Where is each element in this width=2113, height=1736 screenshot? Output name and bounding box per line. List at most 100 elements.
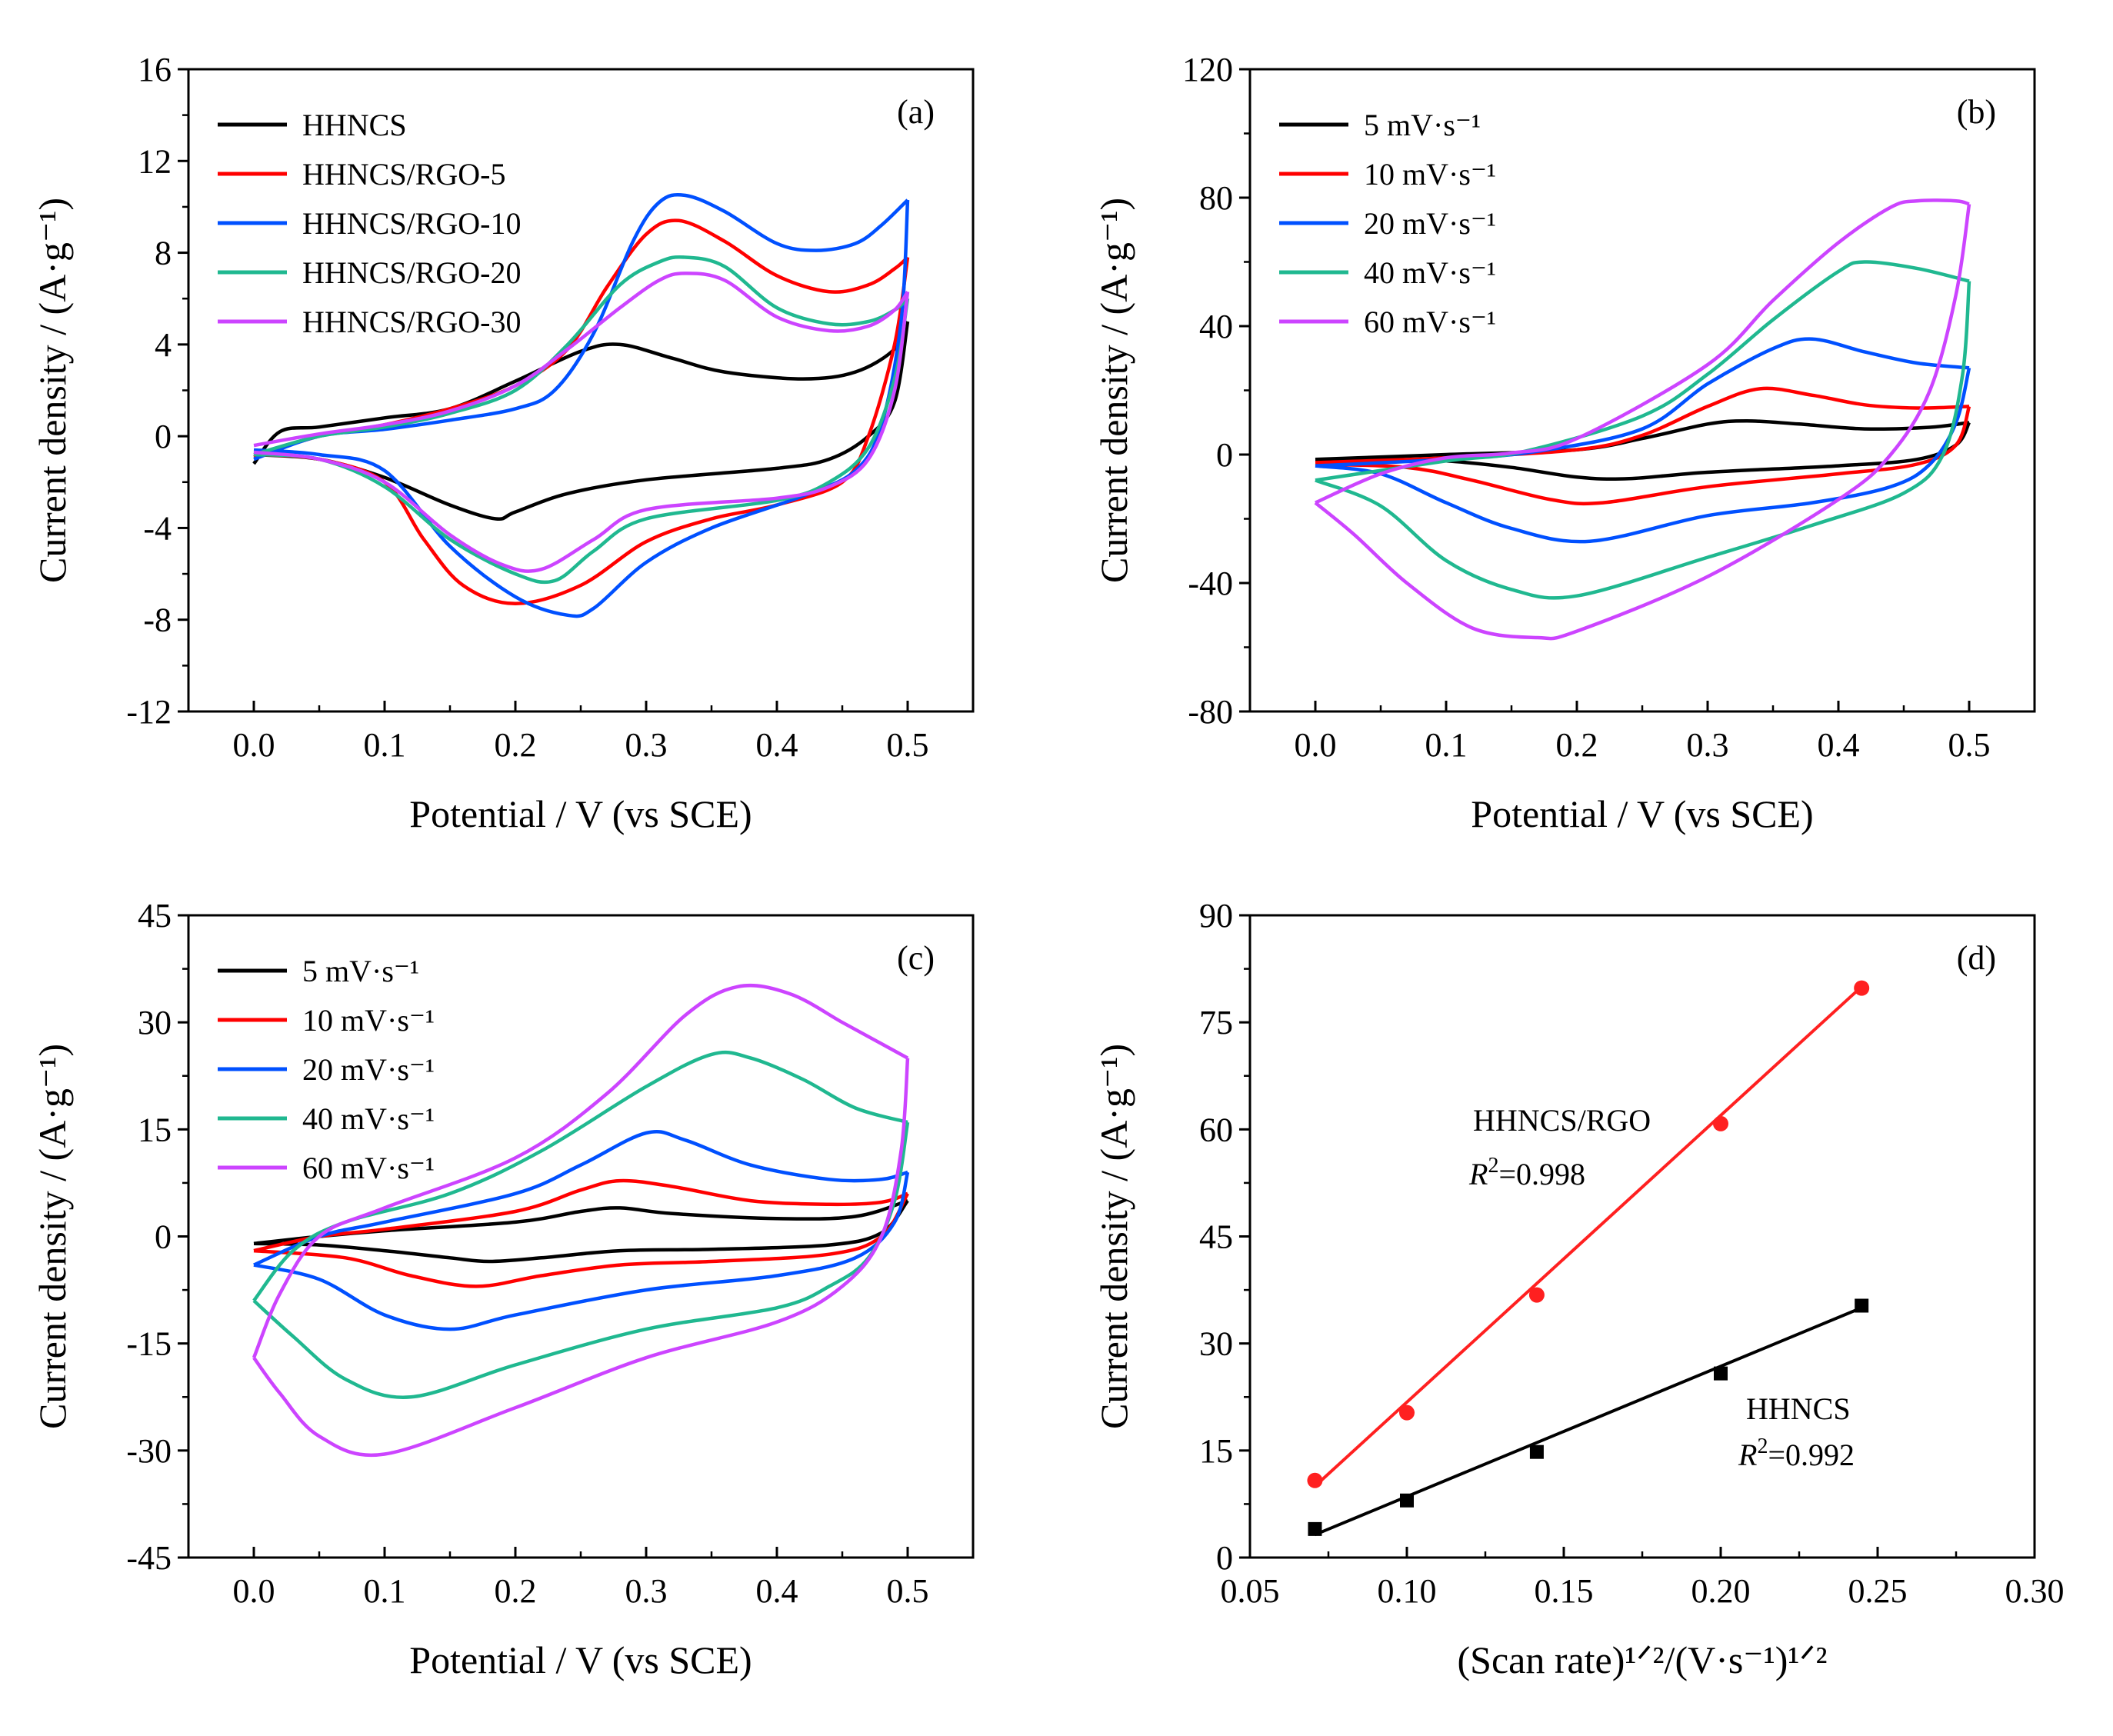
legend-label: HHNCS/RGO-5 xyxy=(302,157,505,192)
x-tick-label: 0.2 xyxy=(1556,726,1598,764)
panel-d: 0.05 0.10 0.15 0.20 0.25 0.30 0 15 30 45 60 75 90 (Sc… xyxy=(1092,897,2065,1681)
y-tick-label: 60 xyxy=(1199,1111,1233,1148)
y-axis-label: Current density / (A·g⁻¹) xyxy=(1092,198,1135,583)
x-tick-label: 0.0 xyxy=(1295,726,1337,764)
y-tick-label: 90 xyxy=(1199,897,1233,935)
data-point xyxy=(1855,1298,1869,1313)
x-tick-label: 0.5 xyxy=(1948,726,1991,764)
x-axis-label: (Scan rate)¹ᐟ²/(V·s⁻¹)¹ᐟ² xyxy=(1457,1638,1827,1681)
legend-label: 60 mV·s⁻¹ xyxy=(302,1151,435,1185)
legend: 5 mV·s⁻¹ 10 mV·s⁻¹ 20 mV·s⁻¹ 40 mV·s⁻¹ 60 mV… xyxy=(1279,108,1496,339)
y-tick-label: 0 xyxy=(1216,436,1233,474)
data-point xyxy=(1308,1521,1322,1536)
panel-b: 0.0 0.1 0.2 0.3 0.4 0.5 -80 -40 0 40 80 120 Potentia… xyxy=(1092,51,2036,835)
y-tick-label: 4 xyxy=(155,326,172,364)
series-1 xyxy=(1307,980,1870,1488)
panel-a: 0.0 0.1 0.2 0.3 0.4 0.5 -12 -8 -4 0 4 8 12 16 Potentia… xyxy=(31,51,975,835)
fit-line xyxy=(1314,985,1863,1488)
annotation-label: HHNCS xyxy=(1746,1391,1851,1426)
legend-label: 20 mV·s⁻¹ xyxy=(302,1052,435,1087)
x-tick-label: 0.2 xyxy=(495,726,537,764)
data-point xyxy=(1400,1493,1414,1508)
x-tick-label: 0.4 xyxy=(1818,726,1860,764)
x-tick-label: 0.0 xyxy=(233,726,275,764)
x-tick-label: 0.10 xyxy=(1378,1572,1437,1610)
curves xyxy=(252,983,910,1457)
y-tick-label: 0 xyxy=(1216,1539,1233,1577)
legend: 5 mV·s⁻¹ 10 mV·s⁻¹ 20 mV·s⁻¹ 40 mV·s⁻¹ 60 mV… xyxy=(218,954,435,1185)
y-tick-label: -8 xyxy=(143,601,172,639)
x-tick-label: 0.20 xyxy=(1691,1572,1751,1610)
cv-curve-4 xyxy=(1315,260,1971,600)
y-tick-label: 0 xyxy=(155,1218,172,1256)
panel-label: (d) xyxy=(1957,939,1996,977)
legend-label: 40 mV·s⁻¹ xyxy=(302,1101,435,1136)
x-axis-label: Potential / V (vs SCE) xyxy=(409,1638,752,1681)
legend: HHNCS HHNCS/RGO-5 HHNCS/RGO-10 HHNCS/RGO-20… xyxy=(218,108,521,339)
x-tick-label: 0.15 xyxy=(1535,1572,1594,1610)
curves xyxy=(252,192,910,618)
x-tick-label: 0.30 xyxy=(2005,1572,2065,1610)
y-axis-label: Current density / (A·g⁻¹) xyxy=(31,198,74,583)
legend-label: 5 mV·s⁻¹ xyxy=(1364,108,1481,142)
y-tick-label: -15 xyxy=(126,1325,172,1363)
cv-curve-2 xyxy=(253,1178,909,1288)
r2-label: R2=0.998 xyxy=(1468,1154,1585,1191)
y-tick-label: -30 xyxy=(126,1432,172,1470)
x-tick-label: 0.4 xyxy=(756,1572,798,1610)
x-tick-label: 0.4 xyxy=(756,726,798,764)
x-tick-label: 0.25 xyxy=(1848,1572,1908,1610)
y-tick-label: -12 xyxy=(126,693,172,731)
x-tick-label: 0.05 xyxy=(1221,1572,1280,1610)
data-point xyxy=(1307,1472,1323,1488)
series-2 xyxy=(1308,1298,1869,1537)
annotation-label: HHNCS/RGO xyxy=(1473,1103,1651,1138)
x-tick-label: 0.0 xyxy=(233,1572,275,1610)
data-point xyxy=(1529,1444,1544,1459)
curves xyxy=(1314,198,1971,641)
y-tick-label: 8 xyxy=(155,235,172,272)
data-point xyxy=(1854,980,1870,996)
data-point xyxy=(1528,1287,1545,1303)
legend-label: 10 mV·s⁻¹ xyxy=(1364,157,1496,192)
cv-curve-5 xyxy=(253,272,910,573)
panel-label: (c) xyxy=(897,939,935,977)
y-tick-label: -40 xyxy=(1188,565,1233,602)
y-tick-label: 120 xyxy=(1182,51,1233,88)
legend-label: HHNCS/RGO-10 xyxy=(302,206,521,241)
legend-label: HHNCS/RGO-20 xyxy=(302,255,521,290)
y-tick-label: 30 xyxy=(138,1004,172,1041)
x-tick-label: 0.2 xyxy=(495,1572,537,1610)
y-tick-label: 16 xyxy=(138,51,172,88)
y-tick-label: 75 xyxy=(1199,1004,1233,1041)
y-tick-label: 30 xyxy=(1199,1325,1233,1363)
legend-label: 5 mV·s⁻¹ xyxy=(302,954,419,988)
cv-curve-3 xyxy=(253,1129,910,1331)
annotations: HHNCS/RGO R2=0.998 HHNCS R2=0.992 xyxy=(1468,1103,1855,1472)
panel-label: (b) xyxy=(1957,93,1996,131)
cv-curve-5 xyxy=(252,983,910,1457)
x-tick-label: 0.3 xyxy=(1687,726,1729,764)
y-axis-label: Current density / (A·g⁻¹) xyxy=(1092,1044,1135,1429)
cv-curve-4 xyxy=(253,255,910,585)
y-tick-label: 0 xyxy=(155,418,172,455)
x-tick-label: 0.1 xyxy=(364,1572,406,1610)
y-tick-label: 40 xyxy=(1199,308,1233,345)
y-tick-label: -80 xyxy=(1188,693,1233,731)
legend-label: HHNCS/RGO-30 xyxy=(302,305,521,339)
x-axis-label: Potential / V (vs SCE) xyxy=(409,792,752,835)
x-tick-label: 0.3 xyxy=(625,1572,668,1610)
x-tick-label: 0.5 xyxy=(887,726,929,764)
panel-c: 0.0 0.1 0.2 0.3 0.4 0.5 -45 -30 -15 0 15 30 45 Potent… xyxy=(31,897,975,1681)
r2-label: R2=0.992 xyxy=(1738,1434,1855,1472)
cv-curve-5 xyxy=(1314,198,1971,641)
y-tick-label: 45 xyxy=(1199,1218,1233,1256)
x-tick-label: 0.3 xyxy=(625,726,668,764)
legend-label: 10 mV·s⁻¹ xyxy=(302,1003,435,1038)
x-axis-label: Potential / V (vs SCE) xyxy=(1471,792,1813,835)
y-tick-label: -4 xyxy=(143,509,172,547)
plot-frame xyxy=(1248,914,2036,1559)
legend-label: 60 mV·s⁻¹ xyxy=(1364,305,1496,339)
panel-label: (a) xyxy=(897,93,935,131)
